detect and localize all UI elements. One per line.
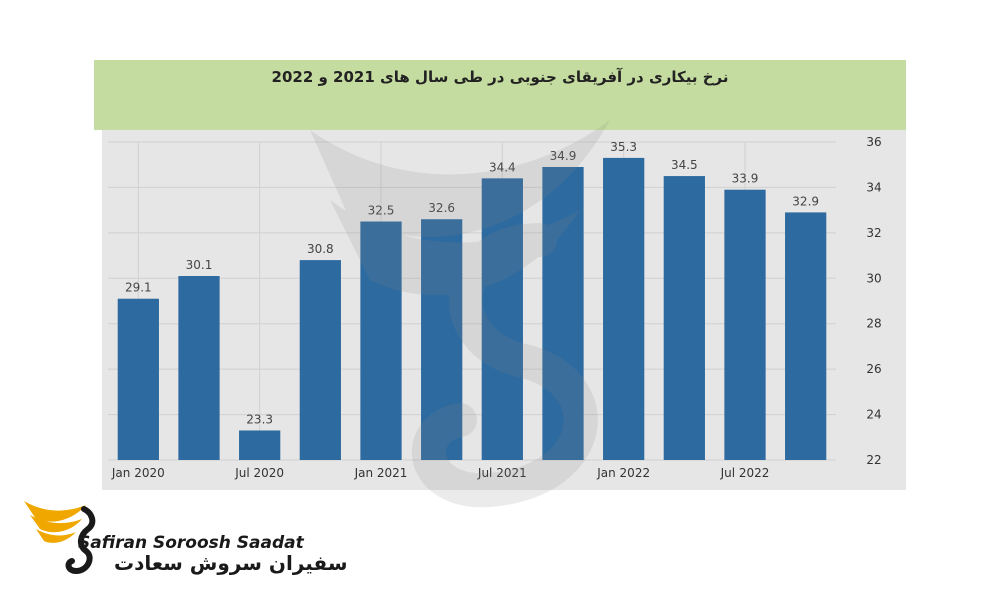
- x-tick-label: Jan 2022: [596, 466, 650, 480]
- bar: [117, 298, 159, 460]
- bar: [239, 430, 281, 460]
- x-tick-label: Jul 2020: [234, 466, 284, 480]
- y-tick-label: 34: [866, 180, 881, 194]
- data-label: 35.3: [610, 140, 637, 154]
- data-label: 23.3: [246, 412, 273, 426]
- brand-name-persian: سفیران سروش سعادت: [114, 551, 348, 575]
- data-labels: 29.1 30.1 23.3 30.8 32.5 32.6 34.4 34.9 35.3 34.5…: [125, 140, 819, 427]
- winged-s-logo-icon: [24, 501, 96, 575]
- bar: [360, 221, 402, 460]
- chart-title: نرخ بیکاری در آفریقای جنوبی در طی سال ها…: [271, 68, 729, 86]
- y-tick-label: 22: [866, 453, 881, 467]
- data-label: 34.5: [671, 158, 698, 172]
- x-tick-label: Jul 2021: [477, 466, 527, 480]
- data-label: 32.5: [368, 204, 395, 218]
- title-banner: نرخ بیکاری در آفریقای جنوبی در طی سال ها…: [94, 60, 906, 130]
- y-tick-label: 24: [866, 408, 881, 422]
- bar: [663, 176, 705, 461]
- data-label: 30.8: [307, 242, 334, 256]
- bar: [724, 189, 766, 460]
- bars: [117, 157, 827, 461]
- data-label: 32.9: [792, 194, 819, 208]
- chart-frame: 29.1 30.1 23.3 30.8 32.5 32.6 34.4 34.9 35.3 34.5…: [102, 130, 906, 490]
- y-tick-label: 36: [866, 135, 881, 149]
- data-label: 33.9: [732, 172, 759, 186]
- data-label: 34.9: [550, 149, 577, 163]
- bar: [603, 157, 645, 460]
- bar: [178, 276, 220, 460]
- data-label: 29.1: [125, 281, 152, 295]
- bar: [481, 178, 523, 460]
- y-tick-label: 26: [866, 362, 881, 376]
- y-axis-ticks: 22 24 26 28 30 32 34 36: [866, 135, 881, 467]
- data-label: 32.6: [428, 201, 455, 215]
- x-axis-ticks: Jan 2020 Jul 2020 Jan 2021 Jul 2021 Jan 2022…: [111, 466, 770, 480]
- bar: [299, 260, 341, 460]
- y-tick-label: 32: [866, 226, 881, 240]
- x-tick-label: Jan 2021: [354, 466, 408, 480]
- bar: [421, 219, 463, 460]
- brand-logo: Safiran Soroosh Saadat سفیران سروش سعادت: [22, 495, 348, 585]
- x-tick-label: Jan 2020: [111, 466, 165, 480]
- x-tick-label: Jul 2022: [720, 466, 770, 480]
- y-tick-label: 28: [866, 317, 881, 331]
- bar-chart: 29.1 30.1 23.3 30.8 32.5 32.6 34.4 34.9 35.3 34.5…: [108, 135, 882, 480]
- data-label: 34.4: [489, 160, 516, 174]
- y-tick-label: 30: [866, 271, 881, 285]
- data-label: 30.1: [186, 258, 213, 272]
- bar: [542, 166, 584, 460]
- bar: [785, 212, 827, 460]
- brand-name-english: Safiran Soroosh Saadat: [78, 533, 304, 553]
